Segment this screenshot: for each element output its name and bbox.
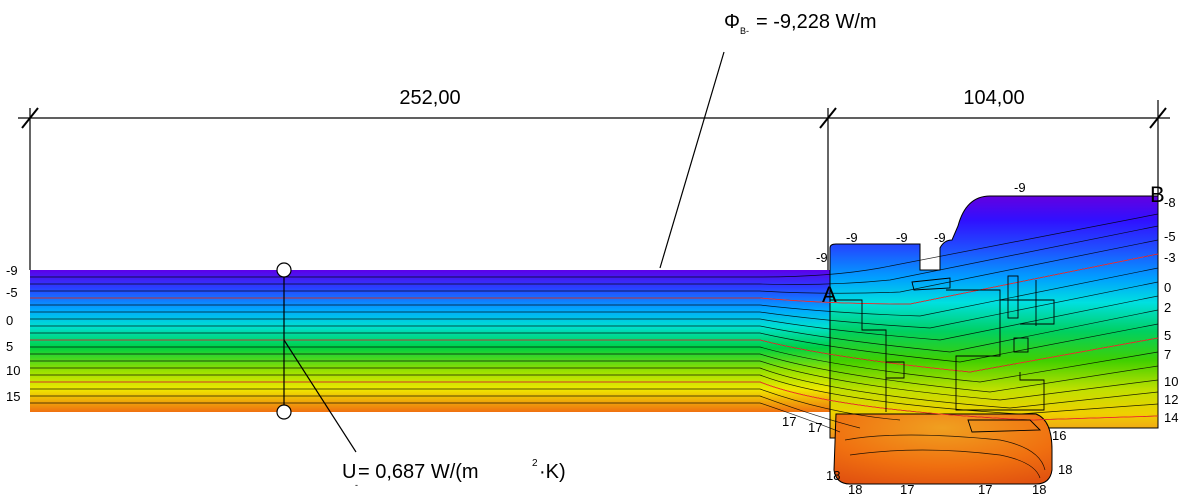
- left-scale-label: 10: [6, 363, 20, 378]
- left-scale-label: 0: [6, 313, 13, 328]
- bottom-isotherm-labels: 17 17 18 17 17 18 18 16 18: [782, 414, 1072, 497]
- bottom-left-label: 17: [782, 414, 796, 429]
- left-scale-label: -5: [6, 285, 18, 300]
- bottom-left-label: 17: [808, 420, 822, 435]
- dimension-right-label: 104,00: [963, 87, 1024, 109]
- dimension-lines: [18, 100, 1170, 300]
- right-scale-label: 12: [1164, 392, 1178, 407]
- side-label: 18: [826, 468, 840, 483]
- flux-subscript: B-: [740, 26, 749, 36]
- left-scale-label: 5: [6, 339, 13, 354]
- top-label: -9: [816, 250, 828, 265]
- isotherm-highlight-lines: [30, 253, 1159, 421]
- dimension-left-label: 252,00: [399, 87, 460, 109]
- flux-label: Φ B- = -9,228 W/m: [724, 11, 877, 36]
- right-scale-labels: -8 -5 -3 0 2 5 7 10 12 14: [1164, 195, 1178, 425]
- left-scale-label: -9: [6, 263, 18, 278]
- u-symbol: U: [342, 461, 356, 483]
- u-value-text: = 0,687 W/(m: [358, 461, 479, 483]
- point-a-label: A: [822, 282, 837, 307]
- bottom-label: 18: [1032, 482, 1046, 497]
- right-scale-label: -8: [1164, 195, 1176, 210]
- u-subscript: -: [355, 480, 358, 490]
- u-leader-line: [283, 339, 357, 453]
- bottom-label: 18: [848, 482, 862, 497]
- left-scale-label: 15: [6, 389, 20, 404]
- top-isotherm-labels: -9 -9 -9 -9 -9: [816, 180, 1026, 265]
- top-label: -9: [934, 230, 946, 245]
- flux-value: = -9,228 W/m: [756, 11, 877, 33]
- right-scale-label: 10: [1164, 374, 1178, 389]
- right-scale-label: 14: [1164, 410, 1178, 425]
- right-scale-label: 0: [1164, 280, 1171, 295]
- left-scale-labels: -9 -5 0 5 10 15: [6, 263, 20, 404]
- right-scale-label: -3: [1164, 250, 1176, 265]
- flux-symbol: Φ: [724, 11, 740, 33]
- u-value-label: U - = 0,687 W/(m 2 ·K): [342, 458, 566, 490]
- u-value-suffix: ·K): [539, 461, 566, 483]
- top-label: -9: [896, 230, 908, 245]
- u-top-marker: [276, 262, 292, 278]
- frame-section: [829, 195, 1159, 439]
- top-label: -9: [846, 230, 858, 245]
- flux-leader-line: [659, 51, 725, 269]
- right-scale-label: 5: [1164, 328, 1171, 343]
- bottom-label: 17: [900, 482, 914, 497]
- side-label: 16: [1052, 428, 1066, 443]
- side-label: 18: [1058, 462, 1072, 477]
- bottom-label: 17: [978, 482, 992, 497]
- u-superscript: 2: [532, 458, 538, 469]
- right-scale-label: 2: [1164, 300, 1171, 315]
- u-bottom-marker: [276, 404, 292, 420]
- right-scale-label: 7: [1164, 347, 1171, 362]
- top-label: -9: [1014, 180, 1026, 195]
- frame-profile-outlines: [830, 275, 1055, 433]
- wall-section: [30, 270, 830, 412]
- point-b-label: B: [1150, 182, 1165, 207]
- right-scale-label: -5: [1164, 229, 1176, 244]
- sill-section: [833, 413, 1053, 485]
